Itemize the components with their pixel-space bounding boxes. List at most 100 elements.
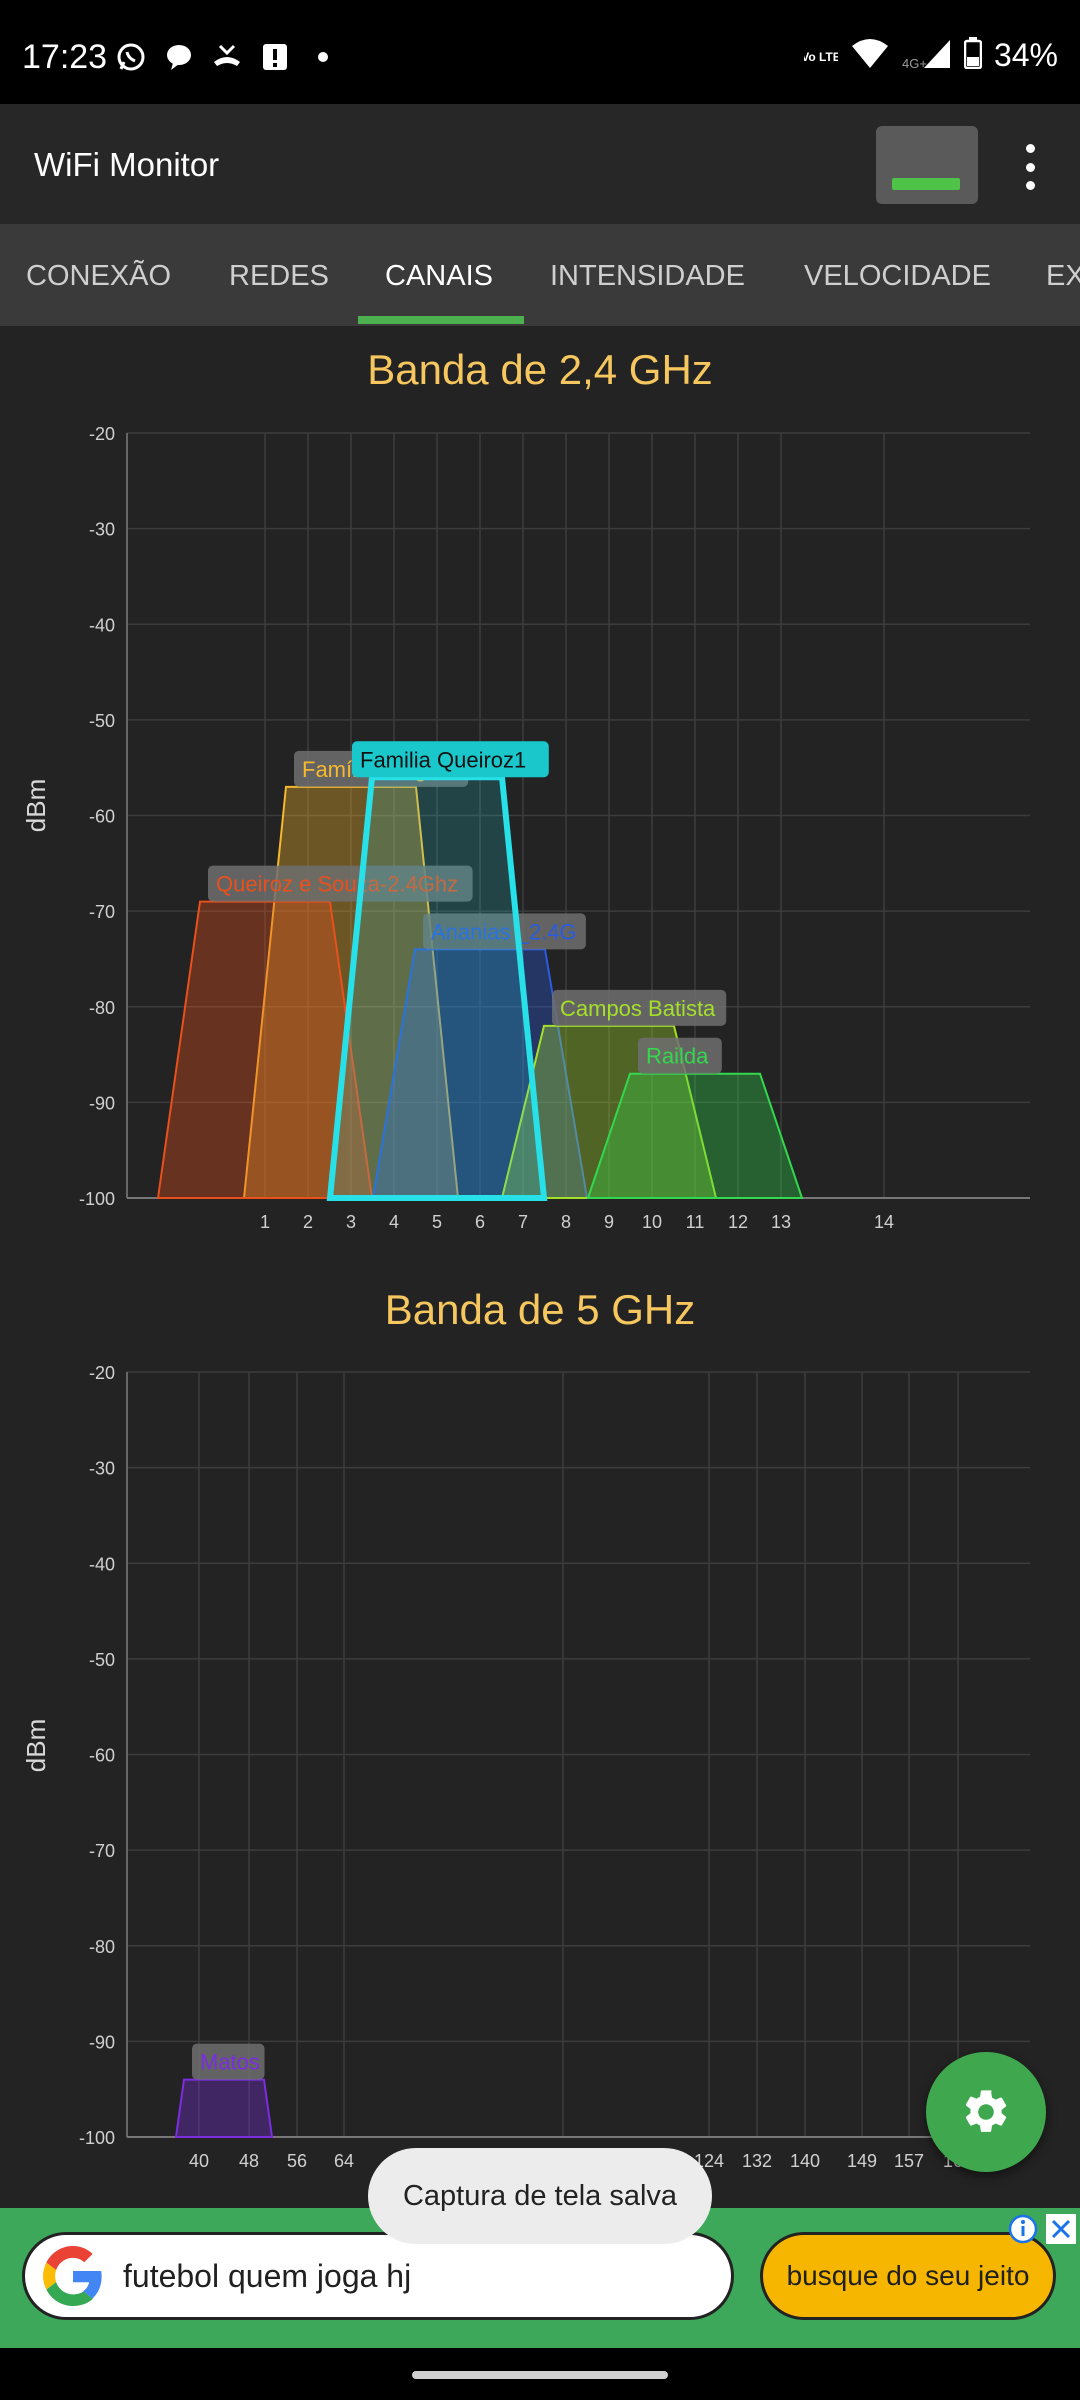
network-label-bg bbox=[208, 865, 473, 902]
x-tick-label: 56 bbox=[287, 2151, 307, 2171]
y-tick-label: -90 bbox=[89, 1093, 115, 1113]
gear-icon bbox=[965, 2090, 1007, 2132]
x-tick-label: 12 bbox=[728, 1212, 748, 1232]
x-tick-label: 14 bbox=[874, 1212, 894, 1232]
y-tick-label: -20 bbox=[89, 424, 115, 444]
network-label-bg bbox=[423, 913, 586, 950]
network-series[interactable]: Queiroz e Souza-2.4Ghz bbox=[156, 865, 473, 1199]
tab-redes[interactable]: REDES bbox=[229, 260, 329, 292]
network-label: Familia Queiroz1 bbox=[360, 747, 526, 772]
x-tick-label: 149 bbox=[847, 2151, 877, 2171]
missed-call-icon bbox=[210, 40, 244, 74]
network-label-bg bbox=[352, 741, 549, 778]
x-tick-label: 1 bbox=[260, 1212, 270, 1232]
y-tick-label: -40 bbox=[89, 1554, 115, 1574]
volte-lte-icon: Vo LTE bbox=[801, 39, 841, 73]
ad-cta-button[interactable]: busque do seu jeito bbox=[760, 2232, 1056, 2320]
x-tick-label: 140 bbox=[790, 2151, 820, 2171]
x-tick-label: 11 bbox=[686, 1212, 705, 1232]
capture-button[interactable] bbox=[876, 126, 978, 204]
status-time: 17:23 bbox=[22, 38, 108, 76]
x-tick-label: 10 bbox=[642, 1212, 662, 1232]
chart-grid bbox=[127, 1371, 1030, 2138]
dot-icon bbox=[306, 40, 340, 74]
y-tick-label: -80 bbox=[89, 1937, 115, 1957]
navigation-bar bbox=[0, 2348, 1080, 2400]
x-tick-label: 48 bbox=[239, 2151, 259, 2171]
wifi-icon bbox=[850, 36, 890, 75]
y-tick-label: -70 bbox=[89, 1841, 115, 1861]
capture-indicator bbox=[892, 178, 960, 190]
x-tick-label: 64 bbox=[334, 2151, 354, 2171]
x-tick-label: 157 bbox=[894, 2151, 924, 2171]
y-tick-label: -20 bbox=[89, 1363, 115, 1383]
x-tick-label: 7 bbox=[518, 1212, 528, 1232]
y-tick-label: -100 bbox=[79, 1189, 115, 1209]
more-options-icon[interactable] bbox=[1012, 144, 1048, 190]
y-tick-label: -60 bbox=[89, 807, 115, 827]
x-tick-label: 5 bbox=[432, 1212, 442, 1232]
4g-signal-icon: 4G+ bbox=[902, 36, 952, 75]
x-tick-label: 2 bbox=[303, 1212, 313, 1232]
network-label: Queiroz e Souza-2.4Ghz bbox=[216, 872, 458, 897]
y-tick-label: -90 bbox=[89, 2032, 115, 2052]
network-label: Ananias _2.4G bbox=[431, 919, 577, 944]
ad-info-icon[interactable] bbox=[1006, 2212, 1040, 2246]
active-tab-indicator bbox=[358, 316, 524, 324]
volte-text: Vo LTE bbox=[804, 50, 838, 64]
ad-search-text: futebol quem joga hj bbox=[123, 2257, 412, 2294]
x-tick-label: 4 bbox=[389, 1212, 399, 1232]
alert-icon bbox=[258, 40, 292, 74]
chart-title-5ghz: Banda de 5 GHz bbox=[384, 1286, 696, 1333]
y-tick-label: -100 bbox=[79, 2128, 115, 2148]
tab-bar: CONEXÃO REDES CANAIS INTENSIDADE VELOCID… bbox=[0, 224, 1080, 326]
x-tick-label: 8 bbox=[561, 1212, 571, 1232]
y-tick-label: -80 bbox=[89, 998, 115, 1018]
app-title: WiFi Monitor bbox=[34, 146, 220, 183]
y-tick-label: -30 bbox=[89, 520, 115, 540]
network-series[interactable]: Railda bbox=[586, 1037, 804, 1199]
chart-title-24ghz: Banda de 2,4 GHz bbox=[367, 346, 713, 393]
tab-ex[interactable]: EX bbox=[1046, 260, 1080, 292]
network-series[interactable]: Familia Queiroz1 bbox=[326, 741, 549, 1201]
network-label: Matos bbox=[200, 2050, 260, 2075]
status-bar: 17:23 Vo LTE 4G+ 34% bbox=[0, 0, 1080, 104]
battery-icon bbox=[963, 37, 983, 74]
network-label-bg bbox=[552, 989, 727, 1026]
network-label-bg bbox=[638, 1037, 722, 1074]
tab-velocidade[interactable]: VELOCIDADE bbox=[804, 260, 991, 292]
y-tick-label: -60 bbox=[89, 1746, 115, 1766]
x-tick-label: 13 bbox=[771, 1212, 791, 1232]
x-tick-label: 6 bbox=[475, 1212, 485, 1232]
network-label-bg bbox=[192, 2043, 265, 2080]
y-tick-label: -70 bbox=[89, 902, 115, 922]
network-series[interactable]: Matos bbox=[174, 2043, 274, 2138]
tab-canais[interactable]: CANAIS bbox=[385, 260, 493, 292]
network-label: Campos Batista bbox=[560, 996, 716, 1021]
tab-intensidade[interactable]: INTENSIDADE bbox=[550, 260, 745, 292]
y-tick-label: -30 bbox=[89, 1459, 115, 1479]
toast-message: Captura de tela salva bbox=[368, 2148, 712, 2244]
chat-icon bbox=[162, 40, 196, 74]
ad-search-box[interactable]: futebol quem joga hj bbox=[22, 2232, 734, 2320]
battery-percent: 34% bbox=[993, 37, 1058, 73]
app-bar: WiFi Monitor bbox=[0, 104, 1080, 224]
x-tick-label: 132 bbox=[742, 2151, 772, 2171]
whatsapp-icon bbox=[114, 40, 148, 74]
x-tick-label: 40 bbox=[189, 2151, 209, 2171]
ad-close-icon[interactable] bbox=[1044, 2212, 1078, 2246]
y-tick-label: -50 bbox=[89, 1650, 115, 1670]
y-tick-label: -50 bbox=[89, 711, 115, 731]
network-area bbox=[174, 2078, 274, 2138]
settings-fab[interactable] bbox=[926, 2052, 1046, 2172]
network-area bbox=[586, 1072, 804, 1199]
notification-icons bbox=[114, 40, 340, 74]
tab-conexao[interactable]: CONEXÃO bbox=[26, 260, 172, 292]
home-gesture-handle[interactable] bbox=[412, 2371, 668, 2379]
y-tick-label: -40 bbox=[89, 615, 115, 635]
network-type-text: 4G+ bbox=[902, 56, 927, 70]
network-label: Railda bbox=[646, 1044, 709, 1069]
ad-banner[interactable]: futebol quem joga hj busque do seu jeito bbox=[0, 2208, 1080, 2348]
